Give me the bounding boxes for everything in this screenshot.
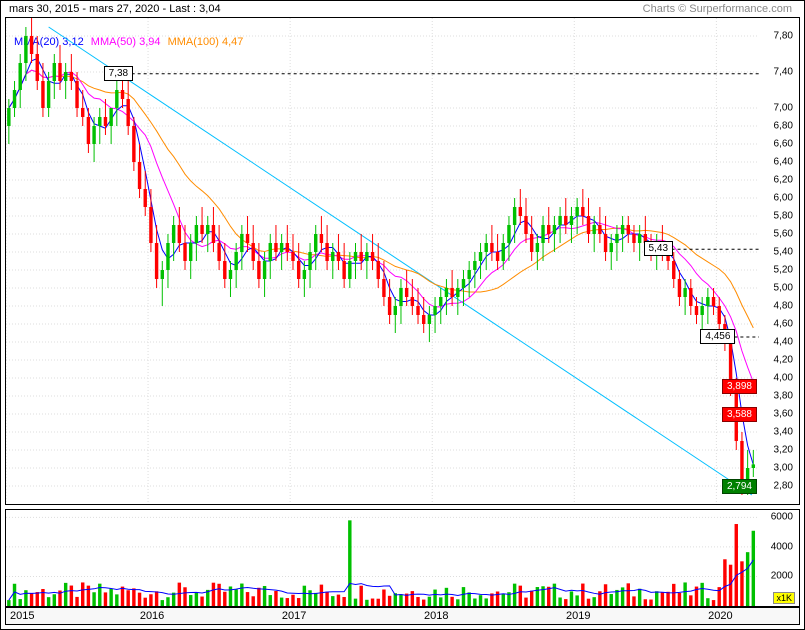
y-tick-label: 3,40 [774, 427, 793, 438]
y-tick-label: 5,00 [774, 283, 793, 294]
y-tick-label: 6,00 [774, 193, 793, 204]
y-tick-label: 4,80 [774, 301, 793, 312]
volume-tick-label: 4000 [771, 541, 793, 552]
volume-multiplier: x1K [773, 592, 795, 604]
chart-credit: Charts © Surperformance.com [643, 3, 792, 15]
price-plot [6, 18, 801, 504]
volume-chart[interactable]: x1K 2000 4000 6000 [5, 509, 800, 607]
volume-plot [6, 510, 801, 606]
y-tick-label: 4,40 [774, 337, 793, 348]
price-annotation: 7,38 [104, 66, 133, 81]
price-annotation: 5,43 [644, 241, 673, 256]
x-tick-label: 2020 [708, 610, 732, 622]
date-range: mars 30, 2015 - mars 27, 2020 - Last : 3… [9, 3, 221, 15]
x-tick-label: 2018 [424, 610, 448, 622]
y-tick-label: 5,40 [774, 247, 793, 258]
price-annotation: 4,456 [700, 329, 735, 344]
y-tick-label: 7,80 [774, 31, 793, 42]
y-tick-label: 5,80 [774, 211, 793, 222]
volume-tick-label: 6000 [771, 512, 793, 523]
y-tick-label: 3,20 [774, 445, 793, 456]
y-tick-label: 6,60 [774, 139, 793, 150]
y-tick-label: 4,20 [774, 355, 793, 366]
y-tick-label: 6,20 [774, 175, 793, 186]
y-tick-label: 3,80 [774, 391, 793, 402]
y-tick-label: 2,80 [774, 481, 793, 492]
price-annotation: 3,588 [722, 407, 757, 422]
y-tick-label: 7,00 [774, 103, 793, 114]
volume-tick-label: 2000 [771, 571, 793, 582]
y-tick-label: 7,40 [774, 67, 793, 78]
y-tick-label: 4,00 [774, 373, 793, 384]
y-tick-label: 3,60 [774, 409, 793, 420]
x-tick-label: 2015 [10, 610, 34, 622]
x-axis: 2015 2016 2017 2018 2019 2020 [5, 607, 800, 625]
y-tick-label: 5,60 [774, 229, 793, 240]
price-chart[interactable]: MMA(20) 3,12 MMA(50) 3,94 MMA(100) 4,47 … [5, 17, 800, 505]
y-tick-label: 3,00 [774, 463, 793, 474]
y-tick-label: 6,40 [774, 157, 793, 168]
x-tick-label: 2019 [566, 610, 590, 622]
y-tick-label: 6,80 [774, 121, 793, 132]
price-annotation: 2,794 [722, 479, 757, 494]
x-tick-label: 2016 [140, 610, 164, 622]
x-tick-label: 2017 [282, 610, 306, 622]
y-tick-label: 4,60 [774, 319, 793, 330]
chart-container: mars 30, 2015 - mars 27, 2020 - Last : 3… [0, 0, 805, 630]
y-tick-label: 5,20 [774, 265, 793, 276]
price-annotation: 3,898 [722, 379, 757, 394]
